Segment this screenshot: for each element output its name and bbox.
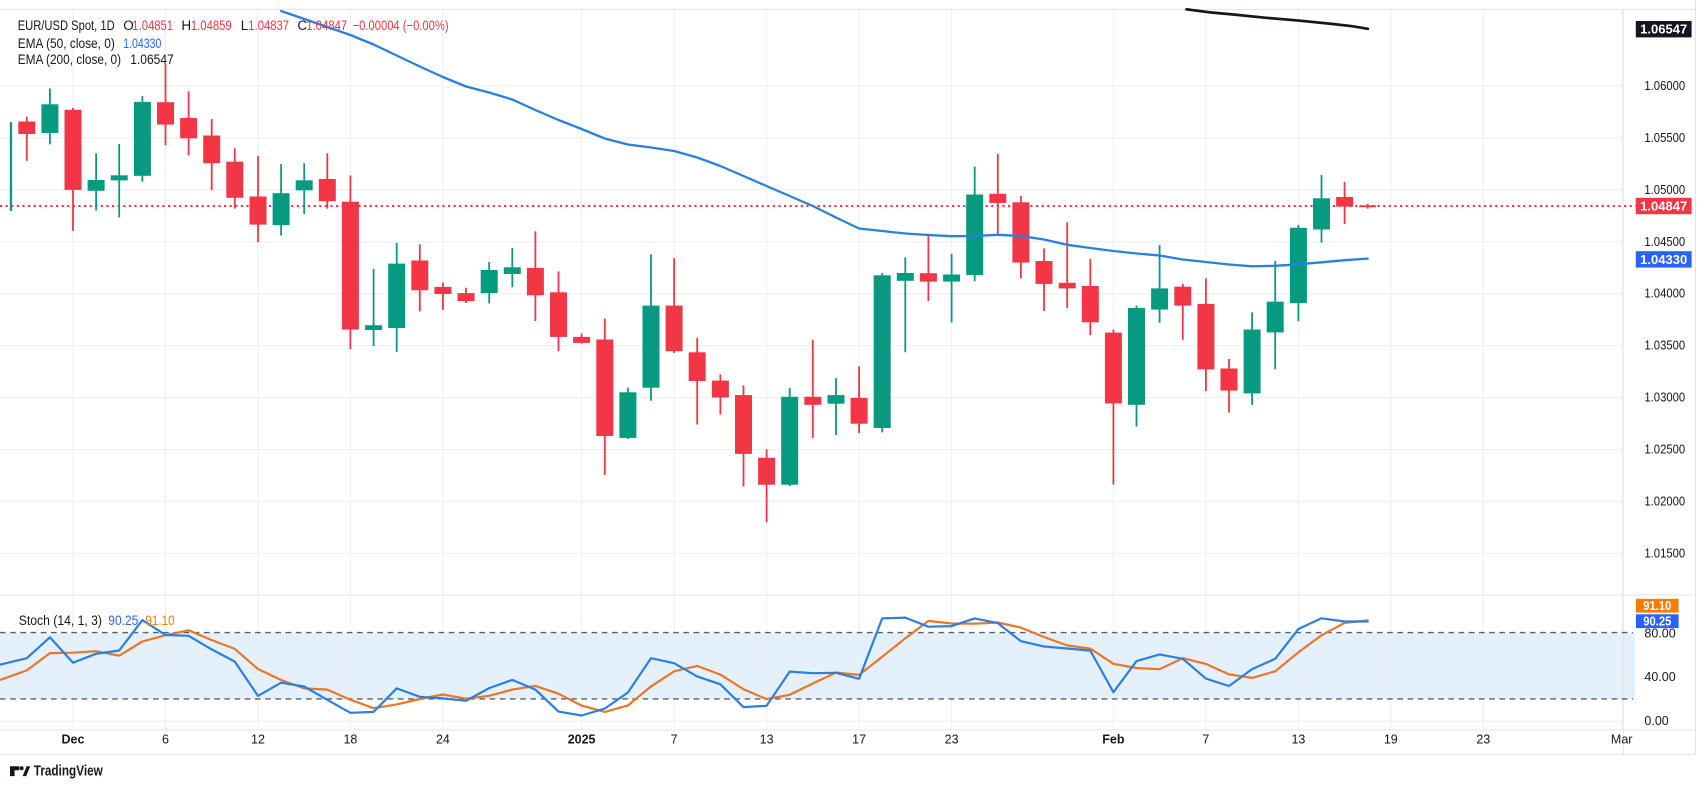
svg-text:1.04859: 1.04859	[191, 18, 232, 33]
svg-text:6: 6	[162, 733, 169, 747]
svg-text:7: 7	[671, 733, 678, 747]
svg-text:91.10: 91.10	[1643, 599, 1671, 613]
svg-text:80.00: 80.00	[1644, 627, 1675, 641]
svg-text:7: 7	[1202, 733, 1209, 747]
svg-text:L: L	[241, 18, 249, 33]
svg-text:18: 18	[343, 733, 357, 747]
svg-text:1.02000: 1.02000	[1644, 494, 1685, 508]
svg-text:90.25: 90.25	[1643, 615, 1671, 629]
svg-text:1.05000: 1.05000	[1644, 183, 1685, 197]
svg-text:1.04500: 1.04500	[1644, 235, 1685, 249]
svg-text:O: O	[123, 18, 134, 33]
svg-text:1.04837: 1.04837	[248, 18, 289, 33]
svg-text:TradingView: TradingView	[34, 763, 104, 779]
svg-text:40.00: 40.00	[1644, 670, 1675, 684]
svg-text:1.06547: 1.06547	[1640, 23, 1687, 37]
svg-text:90.25: 90.25	[108, 613, 138, 628]
svg-text:1.04330: 1.04330	[1640, 253, 1687, 267]
svg-text:1.04847: 1.04847	[306, 18, 347, 33]
svg-text:23: 23	[1476, 733, 1490, 747]
svg-text:23: 23	[945, 733, 959, 747]
svg-text:EMA (200, close, 0): EMA (200, close, 0)	[18, 52, 121, 67]
svg-text:Stoch (14, 1, 3): Stoch (14, 1, 3)	[19, 613, 102, 628]
svg-text:−0.00004 (−0.00%): −0.00004 (−0.00%)	[353, 18, 449, 33]
svg-text:2025: 2025	[568, 733, 596, 747]
svg-text:17: 17	[852, 733, 866, 747]
svg-text:13: 13	[760, 733, 774, 747]
svg-text:1.06547: 1.06547	[130, 52, 173, 67]
svg-text:1.01500: 1.01500	[1644, 546, 1685, 560]
svg-text:1.04330: 1.04330	[123, 36, 161, 51]
svg-text:EUR/USD Spot, 1D: EUR/USD Spot, 1D	[18, 18, 115, 33]
svg-text:13: 13	[1291, 733, 1305, 747]
svg-text:19: 19	[1384, 733, 1398, 747]
svg-text:24: 24	[436, 733, 450, 747]
svg-text:EMA (50, close, 0): EMA (50, close, 0)	[18, 36, 115, 51]
svg-text:0.00: 0.00	[1644, 714, 1668, 728]
svg-text:1.04000: 1.04000	[1644, 287, 1685, 301]
svg-text:Mar: Mar	[1611, 733, 1633, 747]
svg-text:H: H	[181, 18, 191, 33]
svg-text:1.06000: 1.06000	[1644, 79, 1685, 93]
svg-text:12: 12	[251, 733, 265, 747]
svg-text:C: C	[297, 18, 307, 33]
svg-text:1.03000: 1.03000	[1644, 391, 1685, 405]
svg-text:1.04847: 1.04847	[1640, 200, 1687, 214]
svg-text:Dec: Dec	[62, 733, 85, 747]
svg-text:1.04851: 1.04851	[132, 18, 173, 33]
svg-text:1.05500: 1.05500	[1644, 131, 1685, 145]
svg-text:1.03500: 1.03500	[1644, 339, 1685, 353]
svg-text:1.02500: 1.02500	[1644, 443, 1685, 457]
svg-text:91.10: 91.10	[145, 613, 174, 628]
svg-text:Feb: Feb	[1102, 733, 1125, 747]
